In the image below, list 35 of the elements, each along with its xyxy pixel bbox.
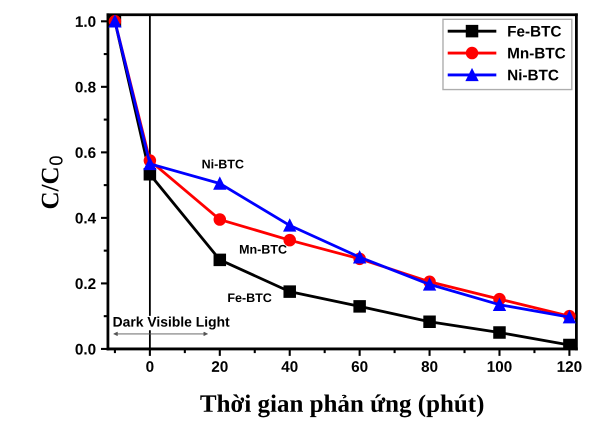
x-axis-title: Thời gian phản ứng (phút)	[200, 394, 484, 418]
point	[214, 213, 226, 226]
point	[144, 158, 156, 170]
point	[353, 300, 366, 313]
annotation: Mn-BTC	[240, 244, 287, 254]
x-tick-label: 80	[422, 361, 438, 372]
legend-label: Mn-BTC	[508, 48, 566, 59]
y-tick-label: 0.4	[75, 212, 96, 224]
point	[283, 234, 296, 246]
x-tick-label: 40	[281, 361, 298, 372]
y-tick-label: 0.0	[75, 344, 96, 355]
point	[493, 326, 506, 339]
x-tick-label: 0	[146, 361, 154, 372]
x-tick-label: 100	[488, 361, 512, 372]
point	[283, 285, 296, 298]
y-tick-label: 0.8	[75, 82, 96, 93]
x-tick-label: 120	[558, 361, 582, 372]
y-axis-title: C/C$_{0}$	[42, 156, 63, 208]
point	[283, 219, 296, 232]
y-tick-label: 1.0	[76, 16, 96, 27]
annotation: Dark Visible Light	[114, 316, 230, 330]
annotation: Ni-BTC	[202, 159, 244, 168]
point	[563, 338, 576, 349]
point	[214, 177, 226, 190]
point	[423, 278, 436, 291]
legend-label: Fe-BTC	[508, 26, 562, 37]
y-tick-label: 0.6	[75, 147, 96, 158]
point	[423, 315, 436, 328]
x-tick-label: 20	[212, 361, 228, 372]
x-tick-label: 60	[352, 361, 368, 372]
annotation: Fe-BTC	[228, 293, 272, 302]
point	[214, 254, 226, 266]
legend-label: Ni-BTC	[508, 69, 559, 80]
point	[493, 298, 506, 311]
y-tick-label: 0.2	[75, 278, 96, 290]
